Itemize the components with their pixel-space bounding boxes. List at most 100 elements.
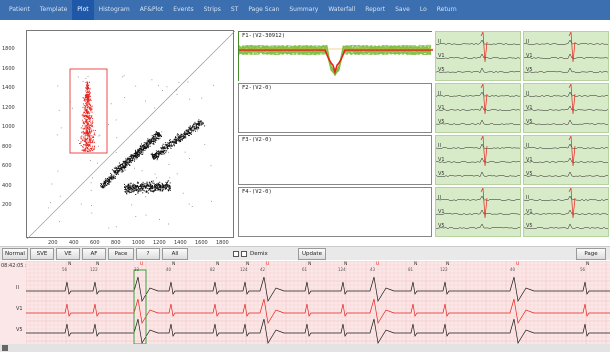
strip-lead-label: II xyxy=(438,195,441,201)
strip-lead-label: V5 xyxy=(438,119,445,125)
ecg-lead-trace xyxy=(26,298,610,324)
beat-type-label[interactable]: N xyxy=(172,262,176,267)
beat-button-pace[interactable]: Pace xyxy=(108,248,134,260)
rr-scatter-plot[interactable] xyxy=(26,30,235,239)
strip-lead-label: V5 xyxy=(438,223,445,229)
nav-item-save[interactable]: Save xyxy=(395,6,410,13)
beat-strip-cell[interactable]: II V1 V5 xyxy=(435,187,521,237)
x-tick-label: 1200 xyxy=(153,240,166,246)
nav-item-report[interactable]: Report xyxy=(365,6,386,13)
scatter-canvas[interactable] xyxy=(27,31,235,239)
beat-button-af[interactable]: AF xyxy=(82,248,106,260)
template-column: F1-(V2-30912) F2-(V2-0) F3-(V2-0) F4-(V2-0) xyxy=(238,31,433,238)
beat-type-label[interactable]: N xyxy=(216,262,220,267)
y-tick-label: 1600 xyxy=(2,65,15,72)
beat-type-label[interactable]: N xyxy=(68,262,72,267)
update-button[interactable]: Update xyxy=(298,248,326,260)
beat-button-unknown[interactable]: ? xyxy=(136,248,160,260)
strip-lead-label: V5 xyxy=(526,223,533,229)
nav-item-waterfall[interactable]: Waterfall xyxy=(328,6,356,13)
selected-beat-cursor[interactable] xyxy=(133,269,147,344)
strip-lead-label: II xyxy=(438,39,441,45)
rr-interval-label: 124 xyxy=(338,267,346,272)
beat-type-label[interactable]: N xyxy=(246,262,250,267)
nav-item-template[interactable]: Template xyxy=(39,6,68,13)
beat-strip-cell[interactable]: II V1 V5 xyxy=(435,83,521,133)
beat-type-label[interactable]: N xyxy=(96,262,100,267)
nav-item-patient[interactable]: Patient xyxy=(9,6,30,13)
template-panel-2[interactable]: F2-(V2-0) xyxy=(238,83,432,133)
strip-lead-label: V5 xyxy=(526,119,533,125)
strip-lead-label: II xyxy=(438,143,441,149)
beat-strip-trace xyxy=(436,32,520,74)
y-tick-label: 1000 xyxy=(2,124,15,130)
beat-type-label[interactable]: U xyxy=(516,262,520,267)
beat-class-toolbar: Normal SVE VE AF Pace? All Demix Update Page xyxy=(0,246,610,260)
demix-checkbox[interactable] xyxy=(241,251,247,257)
ecg-lead-label: II xyxy=(16,285,19,291)
beat-strip-cell[interactable]: II V1 V5 xyxy=(523,135,609,185)
checkbox-1[interactable] xyxy=(233,251,239,257)
beat-type-label[interactable]: U xyxy=(266,262,270,267)
strip-lead-label: II xyxy=(438,91,441,97)
beat-button-normal[interactable]: Normal xyxy=(2,248,28,260)
beat-type-label[interactable]: U xyxy=(376,262,380,267)
nav-item-events[interactable]: Events xyxy=(173,6,194,13)
nav-item-return[interactable]: Return xyxy=(436,6,457,13)
nav-item-lo[interactable]: Lo xyxy=(419,6,427,13)
x-tick-label: 400 xyxy=(69,240,79,246)
template-panel-4[interactable]: F4-(V2-0) xyxy=(238,187,432,237)
strip-lead-label: II xyxy=(526,195,529,201)
y-tick-label: 1200 xyxy=(2,104,15,111)
template-panel-3[interactable]: F3-(V2-0) xyxy=(238,135,432,185)
nav-item-histogram[interactable]: Histogram xyxy=(98,6,130,13)
template-label: F4-(V2-0) xyxy=(242,189,272,195)
nav-item-st[interactable]: ST xyxy=(230,6,239,13)
nav-item-af-plot[interactable]: AF&Plot xyxy=(139,6,164,13)
x-tick-label: 600 xyxy=(90,240,100,246)
beat-strip-grid: II V1 V5 II V1 V5 II V1 V5 II V1 V5 II V1 V5 II V1 V5 II V1… xyxy=(435,31,610,238)
beat-strip-trace xyxy=(524,136,608,177)
beat-button-sve[interactable]: SVE xyxy=(30,248,54,260)
beat-type-label[interactable]: N xyxy=(344,262,348,267)
beat-type-label[interactable]: U xyxy=(140,262,144,267)
strip-lead-label: V1 xyxy=(526,105,533,111)
beat-type-label[interactable]: N xyxy=(586,262,590,267)
identity-line xyxy=(27,31,235,239)
beat-strip-trace xyxy=(436,84,520,125)
nav-item-page-scan[interactable]: Page Scan xyxy=(248,6,280,13)
ecg-lead-trace xyxy=(26,276,610,302)
beat-strip-trace xyxy=(436,136,520,178)
beat-button-all[interactable]: All xyxy=(162,248,188,260)
beat-button-ve[interactable]: VE xyxy=(56,248,80,260)
strip-lead-label: V1 xyxy=(438,209,445,215)
nav-item-strips[interactable]: Strips xyxy=(203,6,221,13)
ecg-rhythm-strip[interactable]: N 56 N 122 U 33 N 40 N 82 N 124 U 42 N 61 N 124 U 43 N 81 N 122… xyxy=(26,261,610,344)
x-tick-label: 800 xyxy=(111,240,121,246)
beat-type-label[interactable]: N xyxy=(414,262,418,267)
y-tick-label: 400 xyxy=(2,182,12,189)
nav-item-plot[interactable]: Plot xyxy=(72,0,94,20)
ecg-time-label: 08:42:05 :01 xyxy=(1,263,34,269)
selection-rectangle[interactable] xyxy=(69,68,108,154)
rr-interval-label: 82 xyxy=(210,267,216,272)
beat-strip-cell[interactable]: II V1 V5 xyxy=(435,31,521,81)
page-button[interactable]: Page xyxy=(576,248,606,260)
beat-strip-cell[interactable]: II V1 V5 xyxy=(523,187,609,237)
nav-item-summary[interactable]: Summary xyxy=(289,6,319,13)
x-tick-label: 1600 xyxy=(195,240,208,246)
strip-lead-label: V5 xyxy=(526,171,533,177)
strip-lead-label: V1 xyxy=(438,157,445,163)
strip-lead-label: V1 xyxy=(438,53,445,59)
ecg-canvas[interactable] xyxy=(26,261,610,344)
beat-strip-cell[interactable]: II V1 V5 xyxy=(523,31,609,81)
beat-type-label[interactable]: N xyxy=(308,262,312,267)
beat-type-label[interactable]: N xyxy=(446,262,450,267)
beat-strip-cell[interactable]: II V1 V5 xyxy=(435,135,521,185)
beat-strip-trace xyxy=(436,188,520,229)
beat-strip-cell[interactable]: II V1 V5 xyxy=(523,83,609,133)
strip-lead-label: V1 xyxy=(438,105,445,111)
template-label: F2-(V2-0) xyxy=(242,85,272,91)
template-panel-1[interactable]: F1-(V2-30912) xyxy=(238,31,433,82)
x-tick-label: 200 xyxy=(48,240,58,246)
